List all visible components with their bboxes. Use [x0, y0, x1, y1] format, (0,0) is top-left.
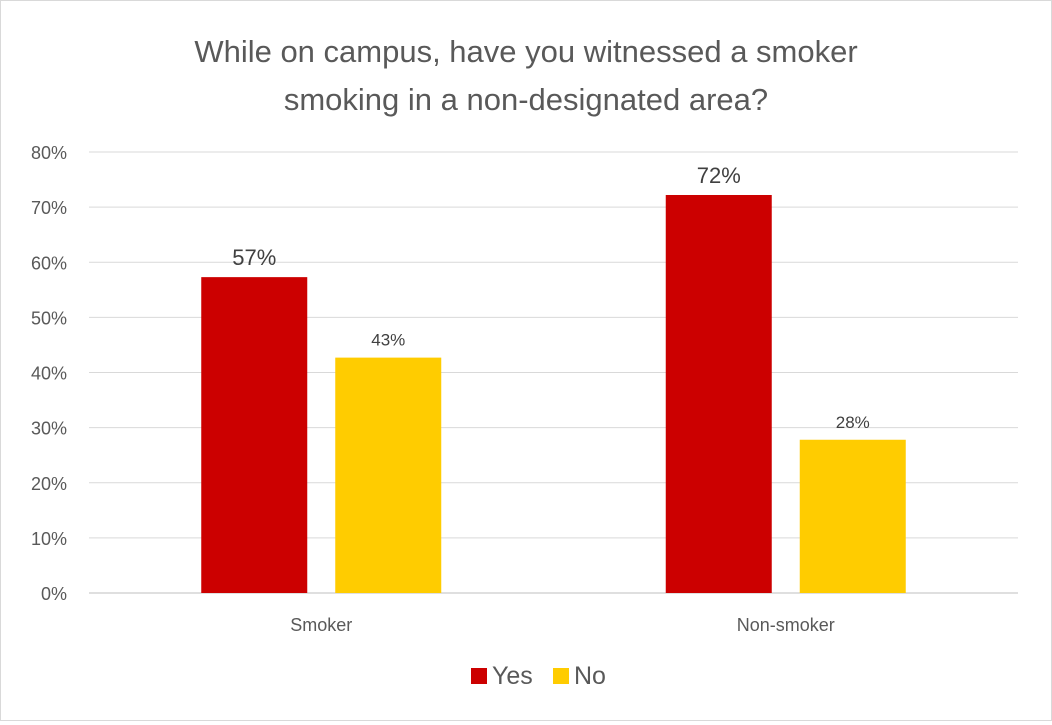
bars	[201, 194, 906, 593]
x-tick-label: Smoker	[290, 615, 352, 635]
legend-swatch-no	[553, 668, 569, 684]
data-labels: 57% 43% 72% 28%	[232, 163, 870, 432]
legend-label-no: No	[574, 662, 606, 690]
y-tick-label: 70%	[31, 198, 67, 218]
y-tick-label: 50%	[31, 308, 67, 328]
bar-no-smoker	[335, 357, 442, 593]
y-tick-label: 40%	[31, 364, 67, 384]
bar-no-non-smoker	[799, 439, 906, 593]
y-axis-ticks: 0% 10% 20% 30% 40% 50% 60% 70% 80%	[31, 143, 67, 604]
y-tick-label: 80%	[31, 143, 67, 163]
chart-title-line: While on campus, have you witnessed a sm…	[194, 34, 857, 69]
data-label: 43%	[371, 331, 405, 350]
data-label: 57%	[232, 245, 276, 270]
y-tick-label: 20%	[31, 474, 67, 494]
bar-yes-smoker	[201, 277, 308, 593]
y-tick-label: 60%	[31, 253, 67, 273]
chart-title-line: smoking in a non-designated area?	[284, 82, 768, 117]
legend: Yes No	[471, 662, 606, 690]
legend-swatch-yes	[471, 668, 487, 684]
x-axis-ticks: Smoker Non-smoker	[290, 615, 835, 635]
x-tick-label: Non-smoker	[737, 615, 835, 635]
data-label: 72%	[697, 163, 741, 188]
bar-yes-non-smoker	[665, 194, 772, 593]
data-label: 28%	[836, 413, 870, 432]
legend-label-yes: Yes	[492, 662, 533, 690]
chart-title: While on campus, have you witnessed a sm…	[194, 34, 857, 117]
y-tick-label: 0%	[41, 584, 67, 604]
y-tick-label: 30%	[31, 419, 67, 439]
y-tick-label: 10%	[31, 529, 67, 549]
